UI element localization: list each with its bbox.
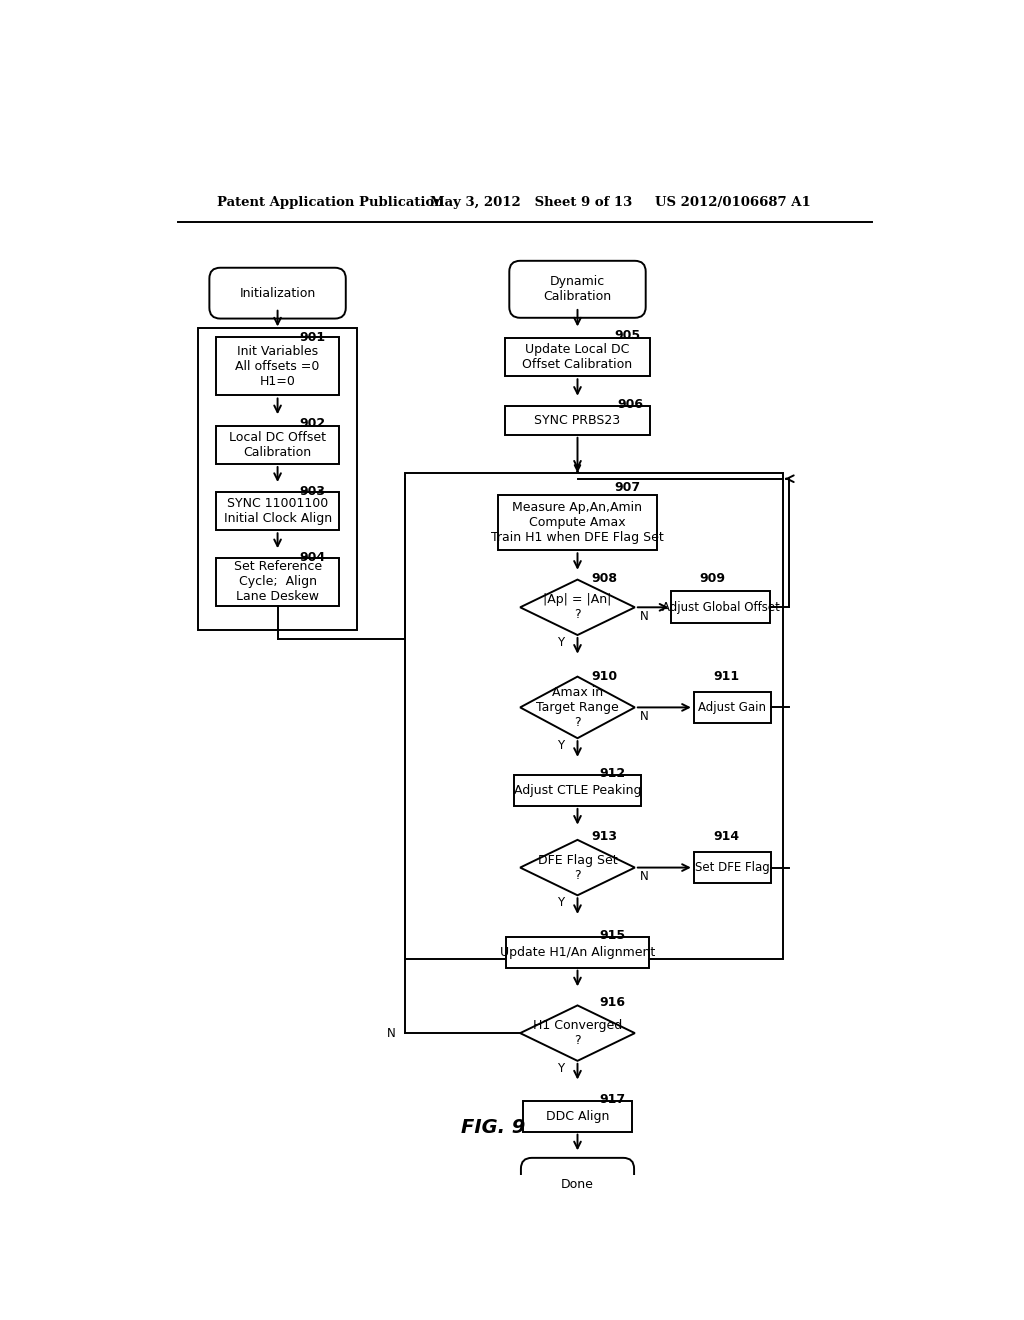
Text: May 3, 2012   Sheet 9 of 13: May 3, 2012 Sheet 9 of 13 <box>430 195 633 209</box>
Polygon shape <box>520 579 635 635</box>
FancyBboxPatch shape <box>523 1101 632 1131</box>
FancyBboxPatch shape <box>216 338 339 395</box>
Text: 916: 916 <box>599 995 626 1008</box>
Text: Initialization: Initialization <box>240 286 315 300</box>
FancyBboxPatch shape <box>505 338 650 376</box>
Text: FIG. 9: FIG. 9 <box>461 1118 525 1137</box>
FancyBboxPatch shape <box>498 495 657 550</box>
Text: 906: 906 <box>617 399 644 412</box>
Text: Dynamic
Calibration: Dynamic Calibration <box>544 276 611 304</box>
Text: SYNC PRBS23: SYNC PRBS23 <box>535 413 621 426</box>
FancyBboxPatch shape <box>506 937 649 968</box>
Text: Y: Y <box>557 1063 564 1074</box>
FancyBboxPatch shape <box>216 492 339 531</box>
Text: |Ap| = |An|
?: |Ap| = |An| ? <box>544 593 611 622</box>
Text: Amax in
Target Range
?: Amax in Target Range ? <box>537 686 618 729</box>
FancyBboxPatch shape <box>505 405 650 434</box>
Text: Y: Y <box>557 896 564 909</box>
FancyBboxPatch shape <box>521 1158 634 1210</box>
Text: 910: 910 <box>592 671 617 684</box>
Text: 915: 915 <box>599 929 626 942</box>
Text: 911: 911 <box>713 671 739 684</box>
Text: US 2012/0106687 A1: US 2012/0106687 A1 <box>655 195 811 209</box>
Text: 904: 904 <box>299 550 326 564</box>
Text: 909: 909 <box>699 572 725 585</box>
Text: 908: 908 <box>592 572 617 585</box>
Text: N: N <box>640 710 648 723</box>
Text: 914: 914 <box>713 830 739 843</box>
Text: Init Variables
All offsets =0
H1=0: Init Variables All offsets =0 H1=0 <box>236 345 319 388</box>
Text: Set Reference
Cycle;  Align
Lane Deskew: Set Reference Cycle; Align Lane Deskew <box>233 561 322 603</box>
Text: 917: 917 <box>599 1093 626 1106</box>
Text: Set DFE Flag: Set DFE Flag <box>695 861 770 874</box>
Text: Adjust Gain: Adjust Gain <box>698 701 767 714</box>
Text: Patent Application Publication: Patent Application Publication <box>217 195 443 209</box>
FancyBboxPatch shape <box>216 558 339 606</box>
FancyBboxPatch shape <box>693 853 771 883</box>
Text: 912: 912 <box>599 767 626 780</box>
Text: Adjust Global Offset: Adjust Global Offset <box>662 601 780 614</box>
Text: Update H1/An Alignment: Update H1/An Alignment <box>500 945 655 958</box>
Text: N: N <box>640 610 648 623</box>
Text: Update Local DC
Offset Calibration: Update Local DC Offset Calibration <box>522 343 633 371</box>
Polygon shape <box>520 1006 635 1061</box>
Text: SYNC 11001100
Initial Clock Align: SYNC 11001100 Initial Clock Align <box>223 498 332 525</box>
FancyBboxPatch shape <box>209 268 346 318</box>
FancyBboxPatch shape <box>514 775 641 807</box>
Polygon shape <box>520 840 635 895</box>
Text: 903: 903 <box>299 484 326 498</box>
Text: 913: 913 <box>592 830 617 843</box>
Text: Done: Done <box>561 1177 594 1191</box>
Text: DDC Align: DDC Align <box>546 1110 609 1123</box>
Text: Y: Y <box>557 739 564 752</box>
Polygon shape <box>520 677 635 738</box>
FancyBboxPatch shape <box>672 591 770 623</box>
Text: H1 Converged
?: H1 Converged ? <box>532 1019 623 1047</box>
FancyBboxPatch shape <box>216 425 339 465</box>
FancyBboxPatch shape <box>509 261 646 318</box>
Text: 907: 907 <box>614 482 641 495</box>
Text: N: N <box>640 870 648 883</box>
Text: 901: 901 <box>299 330 326 343</box>
Text: 905: 905 <box>614 329 641 342</box>
Text: Local DC Offset
Calibration: Local DC Offset Calibration <box>229 430 326 459</box>
Text: 902: 902 <box>299 417 326 430</box>
FancyBboxPatch shape <box>693 692 771 723</box>
Text: Adjust CTLE Peaking: Adjust CTLE Peaking <box>514 784 641 797</box>
Text: Y: Y <box>557 636 564 649</box>
Text: Measure Ap,An,Amin
Compute Amax
Train H1 when DFE Flag Set: Measure Ap,An,Amin Compute Amax Train H1… <box>492 502 664 544</box>
Text: DFE Flag Set
?: DFE Flag Set ? <box>538 854 617 882</box>
Text: N: N <box>387 1027 396 1040</box>
